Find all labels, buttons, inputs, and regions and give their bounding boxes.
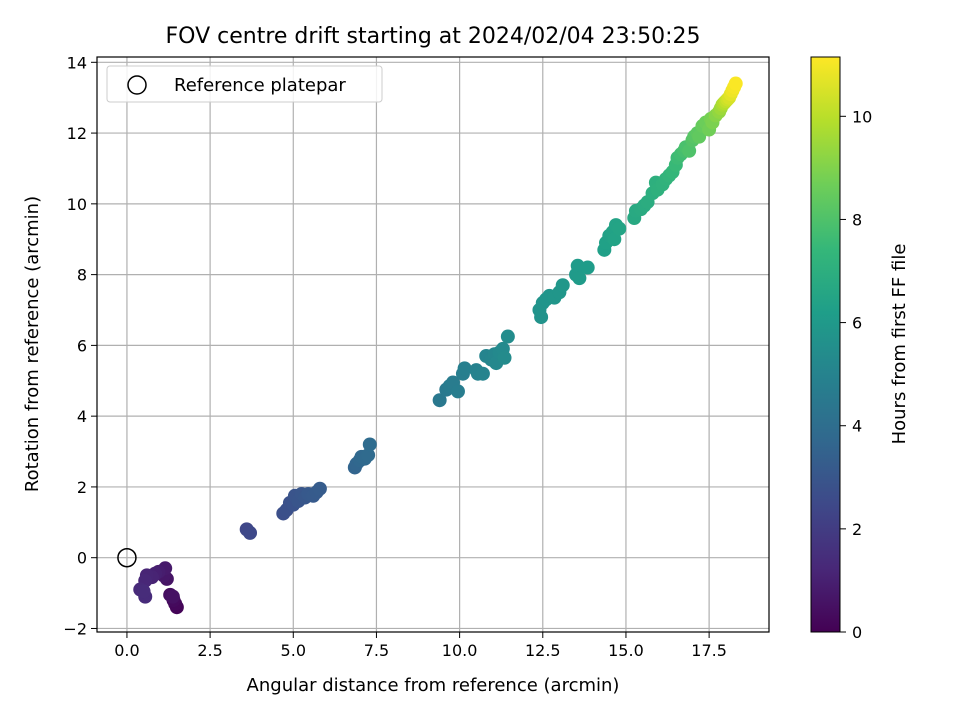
y-tick-label: 8 [77,266,87,285]
scatter-point [432,393,447,408]
scatter-point [165,589,180,604]
legend-open-circle-icon [127,75,147,95]
colorbar-tick-label: 8 [852,210,862,229]
plot-frame [96,56,770,633]
reference-platepar-marker [117,547,137,568]
chart-title: FOV centre drift starting at 2024/02/04 … [166,24,701,49]
scatter-point [555,278,570,293]
scatter-point [580,260,595,275]
x-axis-label: Angular distance from reference (arcmin) [247,675,620,696]
scatter-point [682,143,697,158]
scatter-point [607,232,622,247]
scatter-point [136,584,151,599]
y-axis-label: Rotation from reference (arcmin) [22,196,43,492]
legend-label-reference-platepar: Reference platepar [174,75,346,96]
x-axis-ticks: 0.0 2.5 5.0 7.5 10.0 12.5 15.0 17.5 [114,632,727,660]
x-tick-label: 2.5 [197,641,222,660]
scatter-point [500,329,515,344]
y-tick-label: 10 [67,195,87,214]
y-tick-label: 0 [77,549,87,568]
scatter-point [243,525,258,540]
scatter-points [133,76,743,615]
scatter-point [361,448,376,463]
y-tick-label: −2 [63,619,87,638]
scatter-point [497,350,512,365]
x-tick-label: 5.0 [281,641,306,660]
legend-box [106,65,383,103]
colorbar-gradient [810,56,841,633]
colorbar-tick-label: 2 [852,520,862,539]
colorbar-ticks: 0 2 4 6 8 10 [840,107,872,642]
scatter-point [612,221,627,236]
colorbar-tick-label: 6 [852,314,862,333]
y-axis-ticks: −2 0 2 4 6 8 10 12 14 [63,53,97,638]
scatter-point [362,437,377,452]
y-tick-label: 12 [67,124,87,143]
y-tick-label: 4 [77,407,87,426]
y-tick-label: 6 [77,336,87,355]
y-tick-label: 14 [67,53,87,72]
scatter-point [572,271,587,286]
scatter-point [312,481,327,496]
x-tick-label: 7.5 [364,641,389,660]
colorbar-tick-label: 10 [852,107,872,126]
scatter-point [450,384,465,399]
scatter-point [534,310,549,325]
colorbar-tick-label: 0 [852,623,862,642]
colorbar: 0 2 4 6 8 10 Hours from first FF file [810,56,910,642]
scatter-point [457,361,472,376]
grid [97,57,769,632]
colorbar-label: Hours from first FF file [889,244,910,445]
scatter-point [692,129,707,144]
scatter-point [728,76,743,91]
legend: Reference platepar [106,65,383,103]
x-tick-label: 15.0 [608,641,644,660]
scatter-point [475,366,490,381]
x-tick-label: 0.0 [114,641,139,660]
y-tick-label: 2 [77,478,87,497]
x-tick-label: 17.5 [691,641,727,660]
colorbar-tick-label: 4 [852,417,862,436]
x-tick-label: 12.5 [525,641,561,660]
x-tick-label: 10.0 [442,641,478,660]
